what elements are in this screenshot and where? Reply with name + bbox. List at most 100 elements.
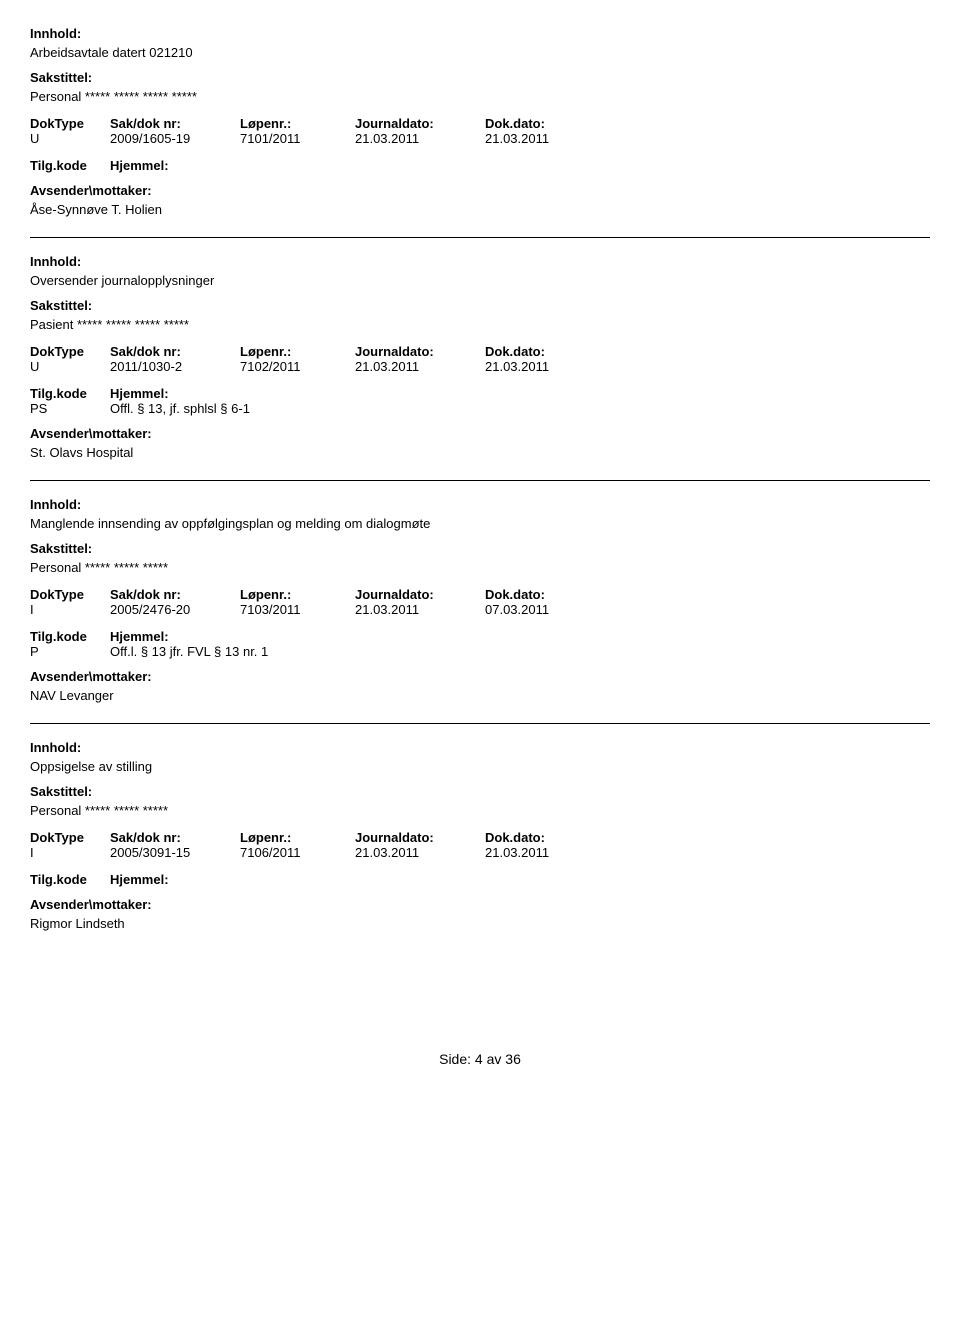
entries-list: Innhold: Arbeidsavtale datert 021210 Sak… <box>30 10 930 931</box>
access-value-row: P Off.l. § 13 jfr. FVL § 13 nr. 1 <box>30 644 930 659</box>
access-header-row: Tilg.kode Hjemmel: <box>30 629 930 644</box>
sakdoknr-value: 2009/1605-19 <box>110 131 240 146</box>
sakdoknr-label: Sak/dok nr: <box>110 587 240 602</box>
journaldato-label: Journaldato: <box>355 344 485 359</box>
lopenr-value: 7103/2011 <box>240 602 355 617</box>
meta-header-row: DokType Sak/dok nr: Løpenr.: Journaldato… <box>30 587 930 602</box>
journaldato-label: Journaldato: <box>355 830 485 845</box>
meta-value-row: U 2011/1030-2 7102/2011 21.03.2011 21.03… <box>30 359 930 374</box>
footer-total: 36 <box>505 1051 521 1067</box>
tilgkode-label: Tilg.kode <box>30 629 110 644</box>
lopenr-value: 7101/2011 <box>240 131 355 146</box>
dokdato-value: 21.03.2011 <box>485 845 615 860</box>
meta-header-row: DokType Sak/dok nr: Løpenr.: Journaldato… <box>30 344 930 359</box>
sakstittel-label: Sakstittel: <box>30 298 930 313</box>
tilgkode-label: Tilg.kode <box>30 386 110 401</box>
innhold-label: Innhold: <box>30 497 930 512</box>
lopenr-label: Løpenr.: <box>240 344 355 359</box>
meta-value-row: U 2009/1605-19 7101/2011 21.03.2011 21.0… <box>30 131 930 146</box>
journaldato-label: Journaldato: <box>355 587 485 602</box>
dokdato-label: Dok.dato: <box>485 116 615 131</box>
sakstittel-label: Sakstittel: <box>30 541 930 556</box>
avsender-label: Avsender\mottaker: <box>30 183 930 198</box>
journal-entry: Innhold: Oversender journalopplysninger … <box>30 237 930 460</box>
hjemmel-label: Hjemmel: <box>110 386 930 401</box>
lopenr-value: 7106/2011 <box>240 845 355 860</box>
dokdato-value: 21.03.2011 <box>485 131 615 146</box>
journal-entry: Innhold: Arbeidsavtale datert 021210 Sak… <box>30 10 930 217</box>
page-footer: Side: 4 av 36 <box>30 1051 930 1067</box>
dokdato-label: Dok.dato: <box>485 344 615 359</box>
lopenr-label: Løpenr.: <box>240 116 355 131</box>
tilgkode-label: Tilg.kode <box>30 158 110 173</box>
meta-value-row: I 2005/3091-15 7106/2011 21.03.2011 21.0… <box>30 845 930 860</box>
doktype-value: U <box>30 359 110 374</box>
innhold-value: Oversender journalopplysninger <box>30 273 930 288</box>
doktype-label: DokType <box>30 116 110 131</box>
doktype-value: U <box>30 131 110 146</box>
meta-header-row: DokType Sak/dok nr: Løpenr.: Journaldato… <box>30 116 930 131</box>
innhold-label: Innhold: <box>30 254 930 269</box>
innhold-value: Manglende innsending av oppfølgingsplan … <box>30 516 930 531</box>
journal-entry: Innhold: Oppsigelse av stilling Sakstitt… <box>30 723 930 931</box>
avsender-value: NAV Levanger <box>30 688 930 703</box>
journaldato-value: 21.03.2011 <box>355 131 485 146</box>
hjemmel-value: Offl. § 13, jf. sphlsl § 6-1 <box>110 401 930 416</box>
footer-sep: av <box>487 1051 502 1067</box>
sakstittel-value: Personal ***** ***** ***** <box>30 560 930 575</box>
dokdato-value: 21.03.2011 <box>485 359 615 374</box>
footer-page: 4 <box>475 1051 483 1067</box>
doktype-value: I <box>30 845 110 860</box>
dokdato-value: 07.03.2011 <box>485 602 615 617</box>
access-header-row: Tilg.kode Hjemmel: <box>30 158 930 173</box>
innhold-label: Innhold: <box>30 26 930 41</box>
lopenr-label: Løpenr.: <box>240 830 355 845</box>
tilgkode-value: PS <box>30 401 110 416</box>
innhold-value: Oppsigelse av stilling <box>30 759 930 774</box>
hjemmel-label: Hjemmel: <box>110 158 930 173</box>
footer-prefix: Side: <box>439 1051 471 1067</box>
sakdoknr-value: 2005/3091-15 <box>110 845 240 860</box>
journal-entry: Innhold: Manglende innsending av oppfølg… <box>30 480 930 703</box>
access-header-row: Tilg.kode Hjemmel: <box>30 872 930 887</box>
hjemmel-value: Off.l. § 13 jfr. FVL § 13 nr. 1 <box>110 644 930 659</box>
sakstittel-value: Pasient ***** ***** ***** ***** <box>30 317 930 332</box>
journaldato-label: Journaldato: <box>355 116 485 131</box>
access-value-row: PS Offl. § 13, jf. sphlsl § 6-1 <box>30 401 930 416</box>
tilgkode-label: Tilg.kode <box>30 872 110 887</box>
avsender-label: Avsender\mottaker: <box>30 426 930 441</box>
sakstittel-value: Personal ***** ***** ***** <box>30 803 930 818</box>
journaldato-value: 21.03.2011 <box>355 359 485 374</box>
avsender-label: Avsender\mottaker: <box>30 669 930 684</box>
sakstittel-label: Sakstittel: <box>30 70 930 85</box>
sakstittel-value: Personal ***** ***** ***** ***** <box>30 89 930 104</box>
lopenr-label: Løpenr.: <box>240 587 355 602</box>
doktype-label: DokType <box>30 830 110 845</box>
meta-value-row: I 2005/2476-20 7103/2011 21.03.2011 07.0… <box>30 602 930 617</box>
sakstittel-label: Sakstittel: <box>30 784 930 799</box>
avsender-value: Åse-Synnøve T. Holien <box>30 202 930 217</box>
innhold-label: Innhold: <box>30 740 930 755</box>
avsender-value: Rigmor Lindseth <box>30 916 930 931</box>
doktype-label: DokType <box>30 344 110 359</box>
avsender-label: Avsender\mottaker: <box>30 897 930 912</box>
doktype-label: DokType <box>30 587 110 602</box>
sakdoknr-label: Sak/dok nr: <box>110 116 240 131</box>
meta-header-row: DokType Sak/dok nr: Løpenr.: Journaldato… <box>30 830 930 845</box>
journaldato-value: 21.03.2011 <box>355 602 485 617</box>
tilgkode-value: P <box>30 644 110 659</box>
doktype-value: I <box>30 602 110 617</box>
hjemmel-label: Hjemmel: <box>110 872 930 887</box>
sakdoknr-value: 2011/1030-2 <box>110 359 240 374</box>
access-header-row: Tilg.kode Hjemmel: <box>30 386 930 401</box>
innhold-value: Arbeidsavtale datert 021210 <box>30 45 930 60</box>
lopenr-value: 7102/2011 <box>240 359 355 374</box>
dokdato-label: Dok.dato: <box>485 830 615 845</box>
sakdoknr-value: 2005/2476-20 <box>110 602 240 617</box>
sakdoknr-label: Sak/dok nr: <box>110 344 240 359</box>
dokdato-label: Dok.dato: <box>485 587 615 602</box>
sakdoknr-label: Sak/dok nr: <box>110 830 240 845</box>
hjemmel-label: Hjemmel: <box>110 629 930 644</box>
avsender-value: St. Olavs Hospital <box>30 445 930 460</box>
journaldato-value: 21.03.2011 <box>355 845 485 860</box>
